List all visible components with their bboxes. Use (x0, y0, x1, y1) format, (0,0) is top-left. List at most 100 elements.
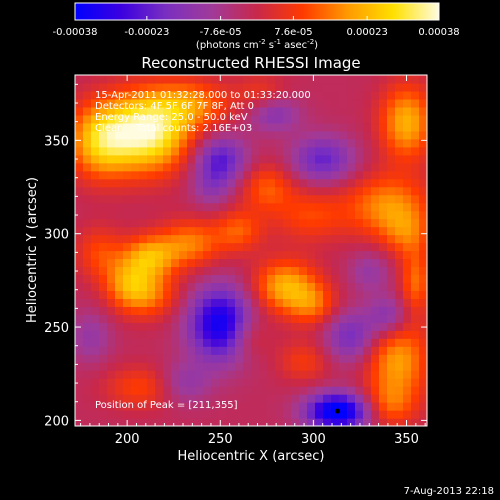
heatmap-cell (219, 346, 228, 355)
heatmap-cell (163, 122, 172, 132)
heatmap-cell (363, 266, 372, 276)
heatmap-cell (163, 170, 172, 180)
heatmap-cell (339, 178, 348, 188)
heatmap-cell (99, 362, 108, 371)
heatmap-cell (123, 106, 132, 116)
heatmap-cell (283, 314, 292, 323)
heatmap-cell (179, 114, 188, 124)
heatmap-cell (227, 378, 236, 387)
heatmap-cell (75, 138, 84, 148)
heatmap-cell (355, 122, 364, 132)
heatmap-cell (243, 290, 252, 299)
heatmap-cell (411, 418, 420, 426)
heatmap-cell (203, 250, 212, 260)
heatmap-cell (307, 362, 316, 371)
heatmap-cell (331, 146, 340, 156)
heatmap-cell (171, 346, 180, 355)
heatmap-cell (267, 386, 276, 395)
heatmap-cell (339, 306, 348, 315)
heatmap-cell (347, 394, 356, 403)
heatmap-cell (379, 258, 388, 268)
heatmap-cell (171, 210, 180, 220)
heatmap-cell (99, 282, 108, 291)
heatmap-cell (371, 218, 380, 228)
heatmap-cell (211, 282, 220, 291)
heatmap-cell (115, 202, 124, 212)
heatmap-cell (203, 266, 212, 276)
heatmap-cell (291, 282, 300, 291)
heatmap-cell (219, 234, 228, 244)
heatmap-cell (379, 106, 388, 116)
heatmap-cell (195, 218, 204, 228)
heatmap-cell (339, 170, 348, 180)
heatmap-cell (163, 386, 172, 395)
heatmap-cell (163, 266, 172, 276)
heatmap-cell (75, 194, 84, 204)
heatmap-cell (379, 370, 388, 379)
heatmap-cell (395, 314, 404, 323)
heatmap-cell (163, 82, 172, 92)
heatmap-cell (347, 266, 356, 276)
heatmap-cell (387, 242, 396, 252)
heatmap-cell (155, 378, 164, 387)
heatmap-cell (299, 402, 308, 411)
heatmap-cell (243, 114, 252, 124)
heatmap-cell (91, 194, 100, 204)
heatmap-cell (283, 386, 292, 395)
heatmap-cell (315, 418, 324, 426)
heatmap-cell (83, 314, 92, 323)
heatmap-cell (267, 298, 276, 307)
heatmap-cell (171, 298, 180, 307)
heatmap-cell (179, 370, 188, 379)
heatmap-cell (347, 210, 356, 220)
heatmap-cell (267, 130, 276, 140)
heatmap-cell (363, 258, 372, 268)
heatmap-cell (331, 266, 340, 276)
heatmap-cell (275, 418, 284, 426)
heatmap-cell (187, 130, 196, 140)
heatmap-cell (283, 186, 292, 196)
heatmap-cell (91, 370, 100, 379)
heatmap-cell (235, 282, 244, 291)
heatmap-cell (139, 250, 148, 260)
heatmap-cell (419, 338, 427, 347)
heatmap-cell (363, 234, 372, 244)
heatmap-cell (387, 75, 396, 84)
heatmap-cell (179, 146, 188, 156)
heatmap-cell (347, 90, 356, 100)
heatmap-cell (195, 250, 204, 260)
heatmap-cell (115, 106, 124, 116)
heatmap-cell (259, 338, 268, 347)
heatmap-cell (315, 122, 324, 132)
heatmap-cell (291, 114, 300, 124)
heatmap-cell (283, 354, 292, 363)
heatmap-cell (123, 258, 132, 268)
heatmap-cell (251, 250, 260, 260)
heatmap-cell (195, 114, 204, 124)
heatmap-cell (211, 242, 220, 252)
heatmap-cell (323, 154, 332, 164)
heatmap-cell (147, 290, 156, 299)
heatmap-cell (171, 122, 180, 132)
heatmap-cell (219, 386, 228, 395)
heatmap-cell (275, 250, 284, 260)
heatmap-cell (275, 210, 284, 220)
heatmap-cell (179, 354, 188, 363)
heatmap-cell (323, 370, 332, 379)
heatmap-cell (339, 250, 348, 260)
heatmap-cell (371, 82, 380, 92)
heatmap-cell (403, 394, 412, 403)
heatmap-cell (403, 354, 412, 363)
heatmap-cell (179, 90, 188, 100)
heatmap-cell (235, 378, 244, 387)
heatmap-cell (187, 82, 196, 92)
heatmap-cell (323, 98, 332, 108)
heatmap-cell (267, 410, 276, 419)
heatmap-cell (139, 370, 148, 379)
heatmap-cell (91, 218, 100, 228)
heatmap-cell (323, 106, 332, 116)
heatmap-cell (203, 370, 212, 379)
heatmap-cell (139, 114, 148, 124)
heatmap-cell (171, 82, 180, 92)
